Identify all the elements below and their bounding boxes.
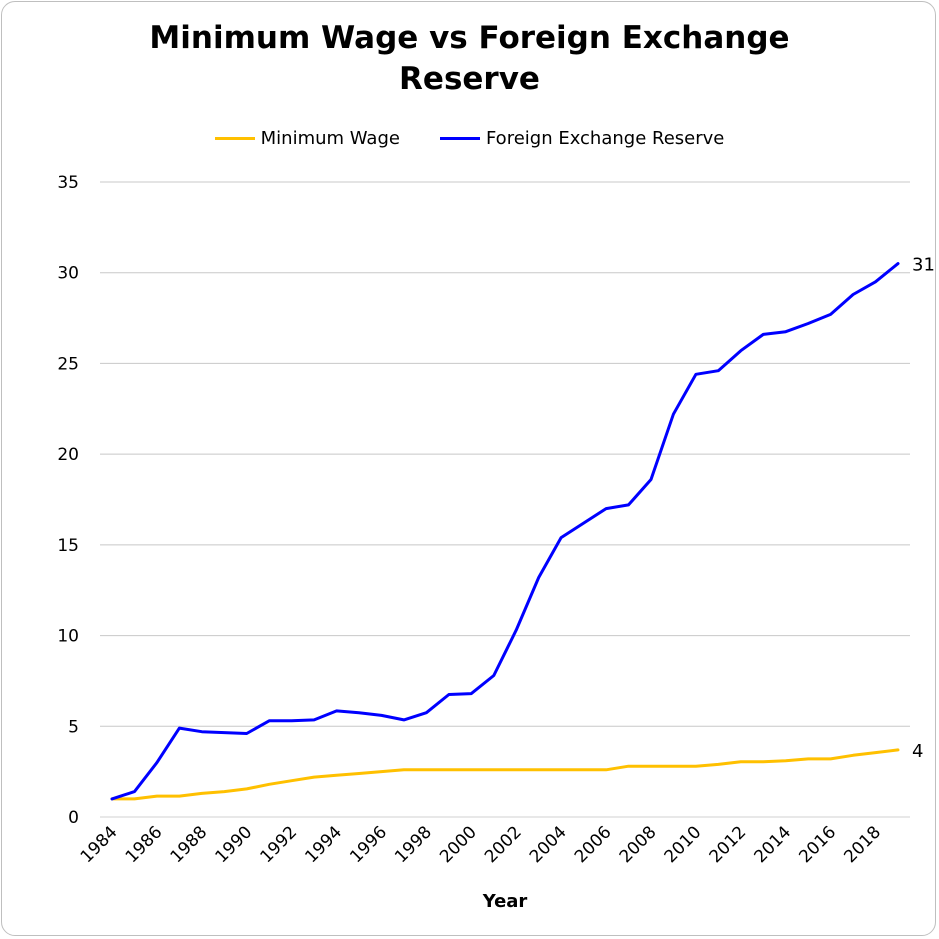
y-tick-label: 25 <box>57 354 79 374</box>
x-tick-label: 1986 <box>122 822 167 867</box>
chart-title-line-2: Reserve <box>399 61 540 97</box>
x-tick-label: 1992 <box>256 822 301 867</box>
x-tick-label: 2010 <box>661 822 706 867</box>
x-tick-label: 1996 <box>346 822 391 867</box>
y-tick-label: 10 <box>57 627 79 647</box>
y-tick-label: 15 <box>57 536 79 556</box>
legend-swatch-foreign-exchange-reserve <box>439 137 480 140</box>
x-tick-label: 2016 <box>795 822 840 867</box>
y-tick-label: 5 <box>68 717 79 737</box>
x-tick-label: 1994 <box>301 822 346 867</box>
chart-title: Minimum Wage vs Foreign Exchange Reserve <box>0 18 939 100</box>
legend-swatch-minimum-wage <box>214 137 255 140</box>
y-tick-label: 0 <box>68 808 79 828</box>
x-axis-title: Year <box>482 891 528 912</box>
legend-item-minimum-wage: Minimum Wage <box>214 128 400 149</box>
x-tick-label: 1990 <box>212 822 257 867</box>
chart-title-line-1: Minimum Wage vs Foreign Exchange <box>149 20 790 56</box>
y-tick-labels: 0 5 10 15 20 25 30 35 <box>57 173 79 828</box>
x-tick-label: 1984 <box>77 822 122 867</box>
series-line-0 <box>110 748 900 801</box>
x-tick-label: 2018 <box>840 822 885 867</box>
x-tick-label: 2004 <box>526 822 571 867</box>
x-tick-label: 2012 <box>706 822 751 867</box>
legend-label-minimum-wage: Minimum Wage <box>260 128 400 149</box>
x-tick-label: 2000 <box>436 822 481 867</box>
x-tick-labels: 1984 1986 1988 1990 1992 1994 1996 1998 2000 2002… <box>77 822 885 867</box>
series-end-label-1: 31 <box>912 255 935 276</box>
y-tick-label: 30 <box>57 264 79 284</box>
legend-label-foreign-exchange-reserve: Foreign Exchange Reserve <box>485 128 725 149</box>
chart-legend: Minimum Wage Foreign Exchange Reserve <box>0 128 939 149</box>
grid-lines <box>100 181 910 818</box>
x-tick-label: 2002 <box>481 822 526 867</box>
x-tick-label: 2014 <box>751 822 796 867</box>
series-lines <box>110 262 900 801</box>
y-tick-label: 35 <box>57 173 79 193</box>
series-end-label-0: 4 <box>912 741 923 762</box>
x-tick-label: 2006 <box>571 822 616 867</box>
legend-item-foreign-exchange-reserve: Foreign Exchange Reserve <box>439 128 725 149</box>
x-tick-label: 1988 <box>167 822 212 867</box>
x-tick-label: 1998 <box>391 822 436 867</box>
y-tick-label: 20 <box>57 445 79 465</box>
series-end-labels: 4 31 <box>912 255 935 762</box>
x-tick-label: 2008 <box>616 822 661 867</box>
series-line-1 <box>110 262 900 801</box>
